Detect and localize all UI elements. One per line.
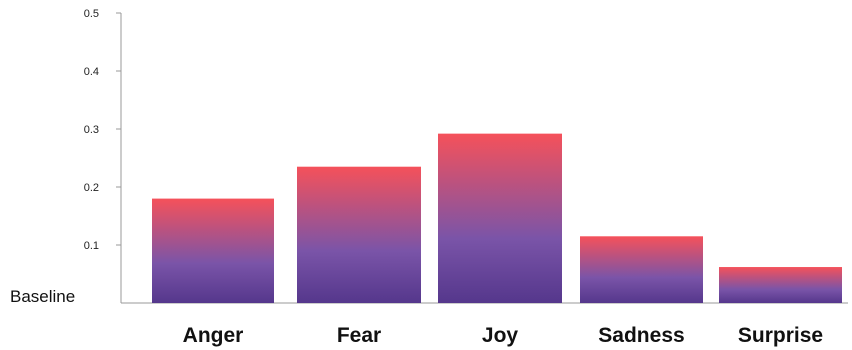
baseline-label: Baseline xyxy=(10,287,75,306)
bar-sadness xyxy=(580,236,703,303)
y-tick-label: 0.4 xyxy=(84,66,99,78)
bars xyxy=(152,133,842,303)
category-label: Anger xyxy=(183,324,244,347)
bar-surprise xyxy=(719,267,842,303)
bar-joy xyxy=(438,133,562,303)
category-label: Fear xyxy=(337,324,381,347)
category-label: Sadness xyxy=(598,324,684,347)
y-tick-label: 0.3 xyxy=(84,124,99,136)
bar-fear xyxy=(297,166,421,303)
y-tick-label: 0.2 xyxy=(84,182,99,194)
y-tick-label: 0.5 xyxy=(84,8,99,20)
category-label: Joy xyxy=(482,324,519,347)
bar-anger xyxy=(152,198,274,303)
labels: 0.1 0.2 0.3 0.4 0.5 Baseline Anger Fear Joy Sadne… xyxy=(10,8,823,347)
y-tick-label: 0.1 xyxy=(84,240,99,252)
category-label: Surprise xyxy=(738,324,823,347)
